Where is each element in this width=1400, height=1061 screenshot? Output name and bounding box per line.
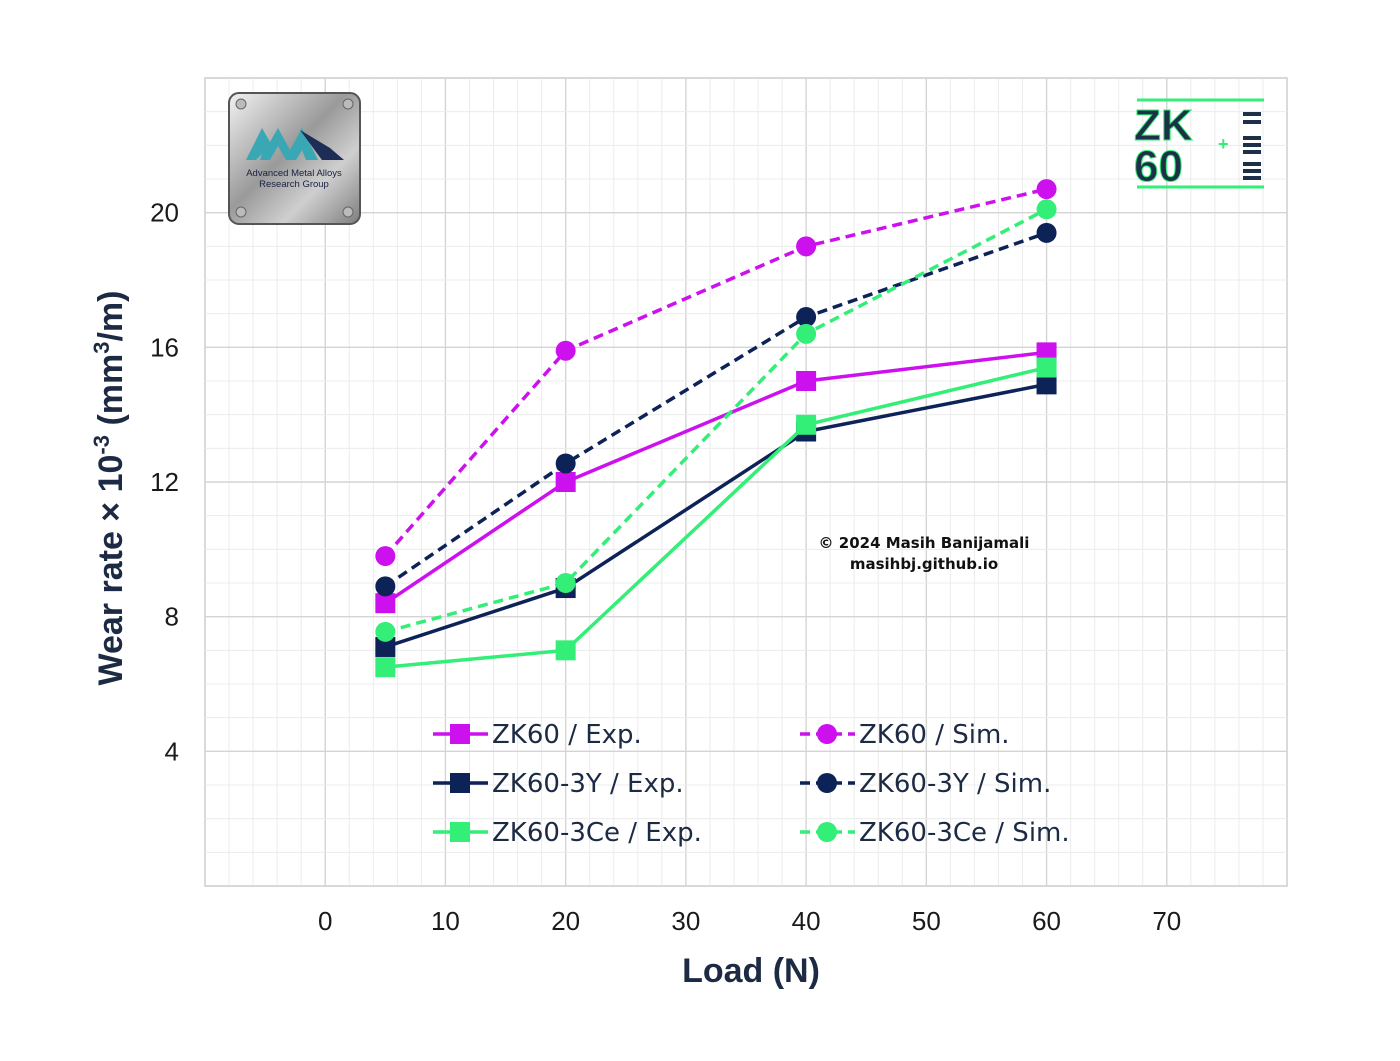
x-tick-label: 40 xyxy=(792,906,821,936)
legend-marker-square xyxy=(450,724,470,744)
x-tick-label: 10 xyxy=(431,906,460,936)
legend-label: ZK60-3Ce / Sim. xyxy=(859,818,1070,848)
ama-logo-text-2: Research Group xyxy=(259,179,329,190)
data-point-circle xyxy=(375,621,396,642)
y-axis-title-main: Wear rate × 10 xyxy=(92,455,130,686)
data-point-square xyxy=(555,472,576,492)
ama-logo: Advanced Metal Alloys Research Group xyxy=(228,92,361,225)
legend-label: ZK60 / Exp. xyxy=(492,720,642,750)
y-axis-title-exponent: -3 xyxy=(89,435,114,455)
zk60-logo-top: ZK xyxy=(1134,101,1193,150)
x-tick-label: 20 xyxy=(551,906,580,936)
data-point-circle xyxy=(555,453,576,474)
y-tick-label: 8 xyxy=(165,602,179,632)
legend-marker-circle xyxy=(817,773,837,793)
y-axis-title-unit-end: /m) xyxy=(92,291,130,342)
data-point-square xyxy=(375,636,396,657)
series-layer xyxy=(375,179,1057,678)
series-line xyxy=(385,365,1047,669)
zk60-logo: ZK 60 + xyxy=(1134,98,1264,192)
series-line xyxy=(384,350,1047,605)
x-tick-label: 60 xyxy=(1032,906,1061,936)
data-point-square xyxy=(796,414,817,435)
series-line xyxy=(384,382,1047,649)
x-tick-label: 0 xyxy=(318,906,332,936)
legend-marker-circle xyxy=(817,724,837,744)
x-tick-label: 70 xyxy=(1152,906,1181,936)
series-line xyxy=(384,207,1048,634)
grid xyxy=(204,77,1288,887)
data-point-circle xyxy=(555,340,576,361)
svg-text:+: + xyxy=(1218,134,1229,154)
y-tick-label: 16 xyxy=(150,332,179,362)
y-tick-label: 12 xyxy=(150,467,179,497)
data-point-circle xyxy=(796,307,817,328)
ama-mark-icon xyxy=(246,128,318,160)
data-point-circle xyxy=(1036,179,1057,200)
data-point-square xyxy=(1036,357,1057,378)
data-point-square xyxy=(555,640,576,661)
data-point-square xyxy=(375,593,396,614)
legend-label: ZK60-3Ce / Exp. xyxy=(492,818,702,848)
data-point-circle xyxy=(796,323,817,344)
data-point-square xyxy=(796,371,817,391)
data-point-circle xyxy=(375,576,396,597)
data-point-square xyxy=(375,657,396,678)
legend-marker-square xyxy=(450,822,470,842)
legend: ZK60 / Exp. ZK60 / Sim. ZK60-3Y / Exp. ZK60… xyxy=(433,720,1070,848)
y-axis-title-unit-exponent: 3 xyxy=(89,342,114,354)
series-line xyxy=(384,187,1047,558)
data-point-circle xyxy=(555,573,576,593)
x-tick-label: 30 xyxy=(671,906,700,936)
data-point-circle xyxy=(375,546,396,567)
x-tick-label: 50 xyxy=(912,906,941,936)
x-axis-title: Load (N) xyxy=(682,952,820,990)
legend-marker-circle xyxy=(817,822,837,842)
y-tick-label: 20 xyxy=(150,198,179,228)
data-point-square xyxy=(1036,374,1057,395)
copyright-annotation: © 2024 Masih Banijamali xyxy=(819,534,1030,552)
zk60-logo-bars-icon xyxy=(1243,112,1261,180)
series-line xyxy=(384,231,1048,588)
legend-label: ZK60 / Sim. xyxy=(859,720,1010,750)
tick-labels: 0 10 20 30 40 50 60 70 4 8 12 16 20 xyxy=(150,198,1181,936)
y-axis-title-unit: (mm xyxy=(92,354,130,435)
zk60-logo-bottom: 60 xyxy=(1134,142,1183,191)
legend-marker-square xyxy=(450,773,470,793)
legend-label: ZK60-3Y / Sim. xyxy=(859,769,1051,799)
website-annotation: masihbj.github.io xyxy=(850,555,998,573)
legend-label: ZK60-3Y / Exp. xyxy=(492,769,684,799)
ama-logo-text-1: Advanced Metal Alloys xyxy=(246,168,342,179)
y-axis-title: Wear rate × 10-3 (mm3/m) xyxy=(89,291,130,686)
y-tick-label: 4 xyxy=(165,736,179,766)
data-point-circle xyxy=(1036,199,1057,220)
data-point-circle xyxy=(796,236,817,257)
data-point-square xyxy=(1036,342,1057,363)
data-point-circle xyxy=(1036,222,1057,243)
